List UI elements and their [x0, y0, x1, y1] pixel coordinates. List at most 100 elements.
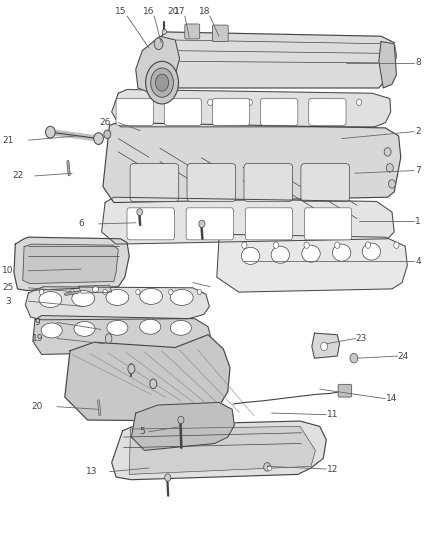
Ellipse shape [197, 289, 201, 295]
Text: 3: 3 [5, 297, 11, 305]
Ellipse shape [103, 289, 107, 295]
Polygon shape [25, 287, 209, 320]
Ellipse shape [133, 99, 138, 106]
Ellipse shape [178, 416, 184, 424]
Ellipse shape [241, 247, 260, 264]
Ellipse shape [154, 38, 163, 50]
Ellipse shape [140, 288, 162, 304]
Ellipse shape [70, 289, 74, 295]
Ellipse shape [39, 289, 44, 295]
Ellipse shape [384, 148, 391, 156]
Ellipse shape [199, 220, 205, 228]
Text: 17: 17 [174, 7, 185, 16]
Text: 20: 20 [32, 402, 43, 411]
Ellipse shape [321, 342, 328, 351]
Ellipse shape [46, 126, 55, 138]
FancyBboxPatch shape [130, 164, 179, 201]
Text: 20: 20 [167, 7, 179, 16]
Polygon shape [136, 36, 180, 93]
Ellipse shape [92, 287, 99, 292]
Text: 4: 4 [416, 257, 421, 265]
Text: 6: 6 [78, 220, 84, 228]
Ellipse shape [94, 133, 103, 144]
Ellipse shape [208, 99, 213, 106]
Ellipse shape [137, 209, 143, 215]
FancyBboxPatch shape [244, 164, 293, 201]
Ellipse shape [107, 320, 128, 335]
Ellipse shape [140, 319, 161, 334]
Polygon shape [131, 402, 234, 450]
Text: 19: 19 [32, 334, 43, 343]
Ellipse shape [74, 321, 95, 336]
Ellipse shape [350, 353, 358, 363]
Ellipse shape [282, 99, 287, 106]
FancyBboxPatch shape [212, 25, 228, 42]
Ellipse shape [169, 289, 173, 295]
Ellipse shape [150, 379, 157, 389]
Ellipse shape [155, 74, 169, 91]
Text: 15: 15 [115, 7, 126, 16]
Ellipse shape [170, 320, 191, 335]
Ellipse shape [106, 289, 129, 305]
Text: 2: 2 [416, 127, 421, 136]
FancyBboxPatch shape [127, 208, 174, 240]
Ellipse shape [170, 289, 193, 305]
Text: 13: 13 [86, 467, 98, 476]
Text: 18: 18 [199, 7, 210, 16]
Ellipse shape [302, 245, 320, 262]
Text: 25: 25 [2, 284, 14, 292]
Ellipse shape [39, 292, 62, 308]
Ellipse shape [128, 364, 135, 374]
FancyBboxPatch shape [116, 99, 153, 125]
Text: 21: 21 [2, 136, 14, 144]
Text: 24: 24 [397, 352, 409, 360]
Polygon shape [65, 335, 230, 421]
Polygon shape [102, 197, 394, 244]
FancyBboxPatch shape [212, 99, 250, 125]
Ellipse shape [165, 474, 171, 481]
Ellipse shape [151, 68, 173, 98]
Ellipse shape [242, 242, 247, 248]
Polygon shape [112, 90, 391, 127]
Ellipse shape [145, 61, 179, 104]
Text: 22: 22 [12, 172, 23, 180]
Text: 26: 26 [99, 118, 111, 127]
FancyBboxPatch shape [164, 99, 201, 125]
Polygon shape [103, 123, 401, 203]
Polygon shape [14, 237, 129, 290]
FancyBboxPatch shape [261, 99, 298, 125]
Text: 14: 14 [386, 394, 398, 403]
Ellipse shape [273, 242, 279, 248]
Ellipse shape [267, 465, 272, 471]
FancyBboxPatch shape [187, 164, 236, 201]
Ellipse shape [386, 164, 393, 172]
Polygon shape [79, 285, 112, 293]
Ellipse shape [389, 180, 396, 188]
Text: 8: 8 [415, 59, 421, 67]
FancyBboxPatch shape [301, 164, 350, 201]
Polygon shape [312, 333, 339, 358]
Polygon shape [33, 316, 211, 354]
Polygon shape [112, 421, 326, 480]
Ellipse shape [362, 243, 381, 260]
Ellipse shape [105, 334, 112, 343]
Polygon shape [23, 244, 118, 284]
FancyBboxPatch shape [309, 99, 346, 125]
Ellipse shape [104, 130, 111, 139]
Text: 10: 10 [2, 266, 14, 275]
Text: 1: 1 [415, 217, 421, 225]
Ellipse shape [264, 463, 271, 471]
Ellipse shape [168, 99, 173, 106]
Ellipse shape [304, 242, 309, 248]
Text: 16: 16 [143, 7, 155, 16]
Text: 9: 9 [34, 318, 40, 327]
Ellipse shape [136, 289, 140, 295]
Ellipse shape [335, 242, 340, 248]
Text: 12: 12 [327, 465, 339, 473]
Ellipse shape [365, 242, 371, 248]
Polygon shape [142, 32, 396, 88]
Text: 5: 5 [139, 427, 145, 436]
FancyBboxPatch shape [186, 208, 233, 240]
Ellipse shape [357, 99, 362, 106]
FancyBboxPatch shape [304, 208, 352, 240]
